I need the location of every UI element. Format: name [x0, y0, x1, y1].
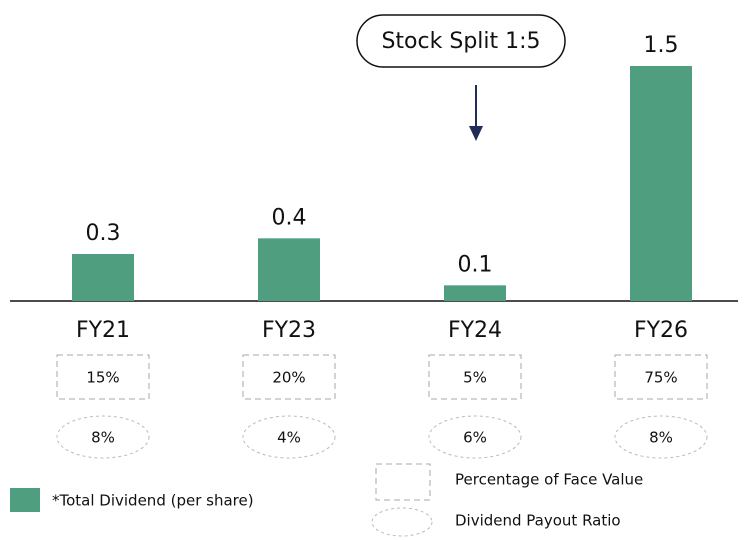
payout-ratio: 8%: [649, 429, 673, 447]
payout-ellipse: [614, 415, 708, 459]
bar: [258, 238, 320, 301]
legend-label: Percentage of Face Value: [455, 471, 643, 489]
legend-label: Dividend Payout Ratio: [455, 512, 621, 530]
x-tick-label: FY23: [262, 318, 316, 343]
face-value-box: [56, 354, 150, 400]
payout-ratio: 6%: [463, 429, 487, 447]
payout-ellipse: [56, 415, 150, 459]
face-value-pct: 75%: [644, 369, 677, 387]
x-tick-label: FY24: [448, 318, 502, 343]
face-value-box: [428, 354, 522, 400]
bar: [444, 285, 506, 301]
face-value-box: [242, 354, 336, 400]
data-label: 0.1: [458, 252, 493, 277]
legend-label: *Total Dividend (per share): [52, 492, 254, 510]
bar: [630, 66, 692, 301]
annotation-box: [356, 14, 566, 68]
annotation-arrowhead: [469, 126, 483, 141]
payout-ratio: 4%: [277, 429, 301, 447]
face-value-pct: 20%: [272, 369, 305, 387]
x-tick-label: FY26: [634, 318, 688, 343]
face-value-box: [614, 354, 708, 400]
legend-ellipse: [371, 507, 433, 537]
data-label: 0.3: [86, 221, 121, 246]
data-label: 1.5: [644, 33, 679, 58]
legend-box: [375, 463, 431, 501]
legend-swatch: [10, 488, 40, 512]
bar: [72, 254, 134, 301]
payout-ellipse: [428, 415, 522, 459]
face-value-pct: 5%: [463, 369, 487, 387]
x-tick-label: FY21: [76, 318, 130, 343]
payout-ellipse: [242, 415, 336, 459]
annotation: Stock Split 1:5: [381, 29, 540, 54]
payout-ratio: 8%: [91, 429, 115, 447]
data-label: 0.4: [272, 205, 307, 230]
face-value-pct: 15%: [86, 369, 119, 387]
